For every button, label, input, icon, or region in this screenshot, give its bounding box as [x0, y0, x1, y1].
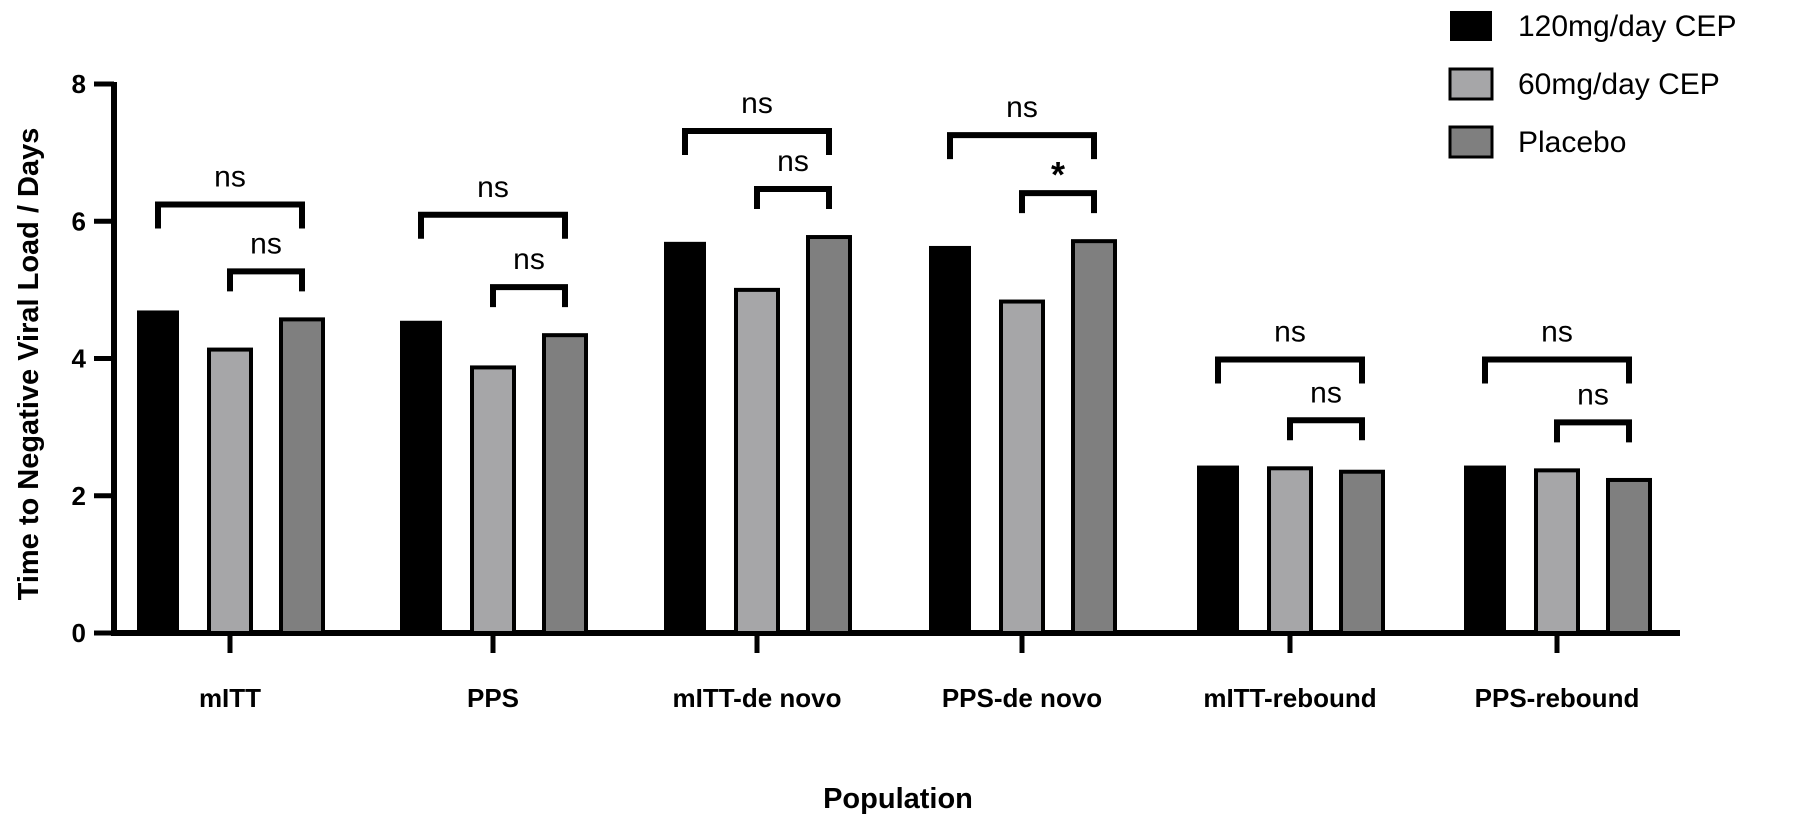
x-tick-label: PPS	[467, 683, 519, 713]
bracket-line	[754, 186, 832, 210]
legend-label: Placebo	[1518, 126, 1626, 159]
bars	[137, 235, 1652, 636]
bar-120mg	[664, 241, 706, 633]
legend-swatch	[1448, 67, 1494, 101]
bar-60mg	[470, 365, 516, 635]
x-axis: mITT PPS mITT-de novo PPS-de novo mITT-rebou…	[111, 630, 1680, 713]
bar-60mg	[1267, 466, 1313, 635]
significance-label: ns	[777, 145, 809, 178]
bar-placebo	[542, 333, 588, 635]
bracket-line	[1019, 190, 1097, 214]
legend-item: 60mg/day CEP	[1448, 67, 1720, 101]
bracket-line	[490, 284, 568, 308]
y-tick-label: 8	[72, 69, 86, 99]
bar-120mg	[929, 245, 971, 633]
y-tick-label: 4	[72, 344, 87, 374]
significance-bracket: ns	[754, 145, 832, 210]
significance-label: ns	[250, 227, 282, 260]
bar-placebo	[279, 317, 325, 635]
significance-label: *	[1051, 154, 1065, 195]
bracket-line	[1482, 356, 1632, 384]
bar-60mg	[1534, 468, 1580, 636]
bar-placebo	[1071, 239, 1117, 635]
bracket-line	[947, 132, 1097, 160]
significance-bracket: ns	[418, 171, 568, 239]
x-axis-title: Population	[823, 783, 973, 815]
significance-label: ns	[1274, 316, 1306, 349]
significance-label: ns	[1577, 378, 1609, 411]
significance-label: ns	[1006, 91, 1038, 124]
legend-swatch	[1448, 125, 1494, 159]
bracket-line	[418, 211, 568, 239]
bar-60mg	[734, 287, 780, 635]
legend-label: 60mg/day CEP	[1518, 68, 1720, 101]
y-tick-label: 6	[72, 206, 86, 236]
significance-bracket: ns	[682, 87, 832, 156]
x-tick-label: mITT	[199, 683, 261, 713]
legend-label: 120mg/day CEP	[1518, 10, 1736, 43]
bracket-line	[1287, 417, 1365, 441]
significance-bracket: ns	[1287, 376, 1365, 441]
significance-label: ns	[214, 160, 246, 193]
bar-placebo	[1606, 477, 1652, 635]
x-tick-label: PPS-de novo	[942, 683, 1102, 713]
bar-120mg	[137, 310, 179, 633]
significance-label: ns	[1541, 316, 1573, 349]
significance-label: ns	[1310, 376, 1342, 409]
significance-bracket: ns	[1215, 316, 1365, 384]
bar-120mg	[400, 320, 442, 633]
bar-120mg	[1197, 465, 1239, 633]
bar-120mg	[1464, 465, 1506, 633]
y-tick-label: 2	[72, 481, 86, 511]
significance-label: ns	[513, 243, 545, 276]
y-axis-title: Time to Negative Viral Load / Days	[13, 128, 45, 601]
bracket-line	[1554, 419, 1632, 443]
bracket-line	[227, 268, 305, 292]
bracket-line	[155, 201, 305, 229]
bracket-line	[682, 128, 832, 156]
legend-swatch	[1450, 11, 1492, 41]
legend-item: Placebo	[1448, 125, 1626, 159]
bar-60mg	[999, 299, 1045, 635]
significance-bracket: ns	[1554, 378, 1632, 443]
y-axis: 0 2 4 6 8	[72, 69, 117, 648]
bar-placebo	[1339, 469, 1385, 636]
bar-placebo	[806, 235, 852, 635]
bar-60mg	[207, 347, 253, 635]
significance-bracket: ns	[947, 91, 1097, 160]
significance-bracket: ns	[1482, 316, 1632, 384]
significance-bracket: *	[1019, 154, 1097, 214]
bracket-line	[1215, 356, 1365, 384]
significance-bracket: ns	[155, 160, 305, 229]
x-tick-label: mITT-rebound	[1203, 683, 1376, 713]
legend-item: 120mg/day CEP	[1450, 10, 1736, 43]
x-tick-label: mITT-de novo	[673, 683, 842, 713]
significance-label: ns	[477, 171, 509, 204]
significance-bracket: ns	[227, 227, 305, 292]
x-tick-label: PPS-rebound	[1475, 683, 1640, 713]
significance-bracket: ns	[490, 243, 568, 308]
significance-label: ns	[741, 87, 773, 120]
legend: 120mg/day CEP 60mg/day CEP Placebo	[1448, 10, 1736, 159]
y-tick-label: 0	[72, 618, 86, 648]
